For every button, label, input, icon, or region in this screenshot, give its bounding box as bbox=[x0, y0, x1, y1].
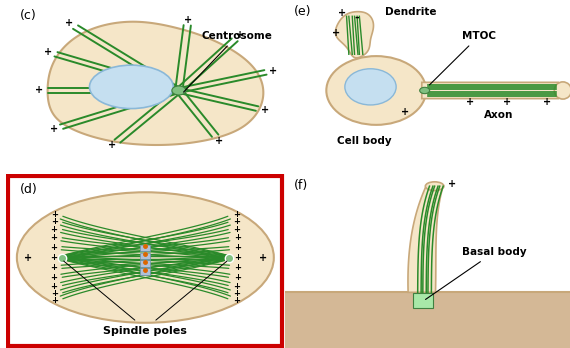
Text: MTOC: MTOC bbox=[429, 31, 496, 85]
Text: -: - bbox=[354, 13, 359, 23]
Text: Basal body: Basal body bbox=[426, 247, 526, 299]
Text: +: + bbox=[50, 273, 57, 282]
Text: +: + bbox=[44, 47, 52, 57]
Text: +: + bbox=[233, 282, 241, 291]
Text: +: + bbox=[332, 27, 340, 38]
Text: (e): (e) bbox=[294, 6, 311, 18]
Text: Cell body: Cell body bbox=[337, 136, 392, 146]
Text: +: + bbox=[234, 263, 241, 272]
Text: Dendrite: Dendrite bbox=[385, 7, 436, 17]
Text: +: + bbox=[50, 282, 58, 291]
Text: +: + bbox=[50, 263, 57, 272]
Text: +: + bbox=[215, 135, 223, 145]
Text: +: + bbox=[233, 224, 241, 234]
Text: +: + bbox=[51, 211, 58, 219]
Bar bbox=[140, 245, 150, 251]
Polygon shape bbox=[408, 186, 443, 292]
Text: +: + bbox=[401, 107, 409, 117]
Text: +: + bbox=[50, 243, 57, 252]
Text: Spindle poles: Spindle poles bbox=[103, 326, 188, 335]
Bar bbox=[285, 292, 570, 348]
Text: +: + bbox=[543, 97, 551, 107]
Ellipse shape bbox=[89, 65, 173, 109]
Text: +: + bbox=[24, 253, 32, 262]
Text: +: + bbox=[51, 217, 58, 226]
Text: +: + bbox=[233, 296, 240, 304]
Ellipse shape bbox=[17, 192, 274, 323]
Text: +: + bbox=[50, 124, 58, 134]
Polygon shape bbox=[336, 11, 373, 58]
Bar bbox=[140, 253, 150, 259]
Text: +: + bbox=[234, 253, 241, 262]
Bar bbox=[140, 268, 150, 275]
Text: +: + bbox=[50, 224, 58, 234]
Text: +: + bbox=[233, 289, 240, 298]
Text: +: + bbox=[234, 273, 241, 282]
Text: +: + bbox=[235, 30, 243, 40]
Text: Axon: Axon bbox=[484, 110, 514, 120]
Text: +: + bbox=[51, 289, 58, 298]
Bar bbox=[140, 260, 150, 267]
Text: +: + bbox=[50, 234, 57, 242]
Ellipse shape bbox=[555, 82, 570, 99]
Text: +: + bbox=[503, 97, 511, 107]
Text: +: + bbox=[261, 105, 269, 116]
Polygon shape bbox=[422, 82, 567, 98]
Text: +: + bbox=[184, 15, 192, 25]
Text: +: + bbox=[234, 234, 241, 242]
Text: +: + bbox=[108, 140, 116, 150]
Text: +: + bbox=[51, 296, 58, 304]
Ellipse shape bbox=[326, 56, 426, 125]
Text: +: + bbox=[233, 217, 240, 226]
Text: +: + bbox=[270, 66, 278, 76]
Ellipse shape bbox=[345, 69, 396, 105]
Text: Centrosome: Centrosome bbox=[184, 31, 272, 92]
Text: +: + bbox=[35, 86, 43, 95]
Text: +: + bbox=[466, 97, 474, 107]
Text: (f): (f) bbox=[294, 179, 308, 192]
Text: (c): (c) bbox=[19, 9, 36, 22]
Polygon shape bbox=[48, 22, 263, 145]
Text: +: + bbox=[50, 253, 56, 262]
Text: (d): (d) bbox=[19, 183, 38, 196]
Bar bbox=[413, 293, 433, 308]
Text: +: + bbox=[66, 18, 74, 29]
Text: +: + bbox=[259, 253, 267, 262]
Text: +: + bbox=[447, 180, 456, 189]
Ellipse shape bbox=[420, 87, 430, 94]
Text: +: + bbox=[233, 211, 240, 219]
Ellipse shape bbox=[425, 182, 444, 190]
Ellipse shape bbox=[172, 86, 186, 95]
Text: +: + bbox=[234, 243, 241, 252]
Text: +: + bbox=[338, 8, 346, 18]
